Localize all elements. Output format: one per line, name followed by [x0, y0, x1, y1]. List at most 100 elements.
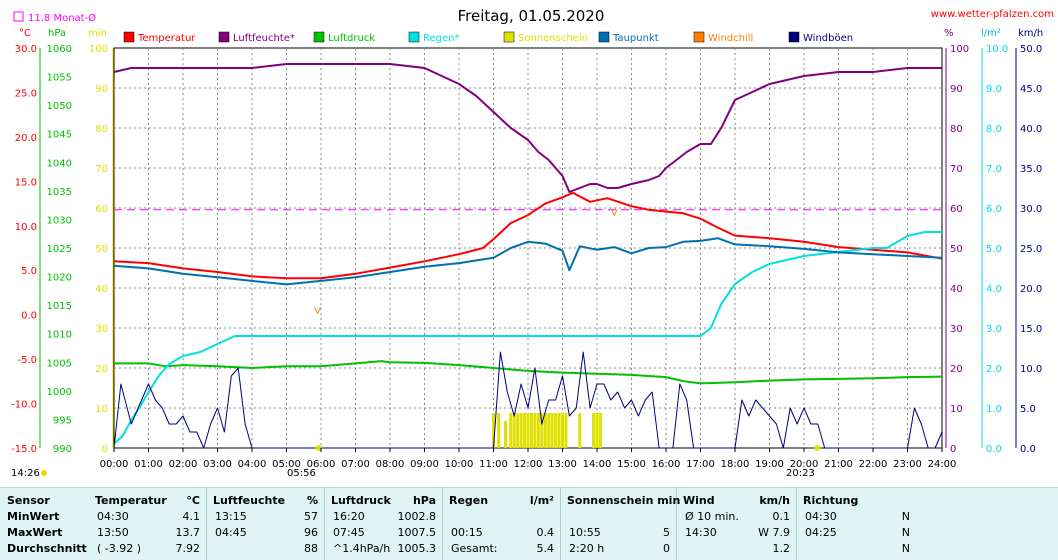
x-tick-label: 10:00: [445, 459, 474, 470]
monthly-avg-icon: [13, 11, 24, 22]
x-tick-label: 15:00: [617, 459, 646, 470]
left-axis-0-tick: 5.0: [21, 266, 37, 277]
series-luftfeuchte: [113, 63, 942, 193]
left-axis-0-tick: 10.0: [15, 222, 37, 233]
group-avg-time: ( -3.92 ): [97, 542, 142, 555]
legend: Temperatur Luftfeuchte* Luftdruck Regen* Son…: [123, 31, 853, 44]
sunset-label: 20:23: [786, 468, 815, 479]
left-axis-0-tick: -5.0: [17, 355, 37, 366]
group-max-value: 1007.5: [397, 526, 437, 539]
plot-area: [113, 47, 943, 451]
right-axis-2-tick: 0.0: [1020, 444, 1036, 455]
x-tick-label: 01:00: [134, 459, 163, 470]
sunshine-bar: [540, 413, 544, 448]
left-axis-0-tick: -15.0: [11, 444, 37, 455]
sunshine-bar: [595, 413, 599, 448]
group-avg-time: ^1.4hPa/h: [333, 542, 391, 555]
right-axis-1-tick: 2.0: [986, 364, 1002, 375]
left-axis-1-tick: 1040: [47, 158, 72, 169]
sunshine-bar: [561, 413, 564, 448]
left-axis-1-tick: 1015: [47, 301, 72, 312]
right-axis-0-tick: 100: [950, 44, 969, 55]
series-regen: [113, 231, 942, 445]
left-axis-2-tick: 20: [95, 364, 108, 375]
row-label: MinWert: [7, 510, 60, 523]
sunset-marker: [814, 445, 821, 451]
group-min-value: 4.1: [182, 510, 201, 523]
right-axis-1-tick: 10.0: [986, 44, 1008, 55]
sunshine-bar: [509, 413, 513, 448]
sunshine-bar: [564, 413, 568, 448]
x-tick-label: 14:00: [583, 459, 612, 470]
daylength-label: 14:26: [11, 468, 40, 479]
left-axis-2-tick: 60: [95, 204, 108, 215]
group-unit: l/m²: [529, 494, 554, 507]
x-tick-label: 23:00: [893, 459, 922, 470]
group-title: Luftfeuchte: [213, 494, 286, 507]
right-axis-0-tick: 90: [950, 84, 963, 95]
left-axis-1-tick: 1035: [47, 187, 72, 198]
group-min-value: 1002.8: [397, 510, 437, 523]
sunshine-bar: [547, 413, 551, 448]
left-axis-1-tick: 1025: [47, 244, 72, 255]
unit-hpa: hPa: [48, 28, 66, 39]
chart-title: Freitag, 01.05.2020: [458, 7, 605, 25]
left-axis-0-tick: -10.0: [11, 400, 37, 411]
legend-label: Windchill: [708, 33, 753, 44]
sunshine-bar: [550, 413, 554, 448]
x-tick-label: 21:00: [824, 459, 853, 470]
left-axis-0-tick: 25.0: [15, 88, 37, 99]
right-axis-1-tick: 4.0: [986, 284, 1002, 295]
legend-label: Windböen: [803, 33, 853, 44]
x-tick-label: 19:00: [755, 459, 784, 470]
x-tick-label: 22:00: [859, 459, 888, 470]
group-max-value: N: [901, 526, 910, 539]
x-tick-label: 08:00: [376, 459, 405, 470]
group-unit: hPa: [412, 494, 436, 507]
left-axis-1-tick: 1030: [47, 215, 72, 226]
weather-chart: Freitag, 01.05.2020 www.wetter-pfalzen.c…: [11, 7, 1054, 479]
right-axis-1-tick: 7.0: [986, 164, 1002, 175]
legend-swatch: [408, 31, 420, 43]
right-axis-1-tick: 0.0: [986, 444, 1002, 455]
table-divider: [324, 488, 325, 560]
group-min-value: 57: [304, 510, 318, 523]
sunshine-bar: [516, 413, 520, 448]
row-label: Sensor: [7, 494, 50, 507]
left-axis-1-tick: 1010: [47, 330, 72, 341]
left-axis-1-tick: 1055: [47, 73, 72, 84]
left-axis-2-tick: 50: [95, 244, 108, 255]
legend-swatch: [598, 31, 610, 43]
legend-label: Sonnenschein: [518, 33, 588, 44]
x-tick-label: 17:00: [686, 459, 715, 470]
row-label: MaxWert: [7, 526, 63, 539]
group-avg-value: 5.4: [536, 542, 555, 555]
right-axis-2-tick: 20.0: [1020, 284, 1042, 295]
row-label: Durchschnitt: [7, 542, 87, 555]
group-title: Luftdruck: [331, 494, 391, 507]
group-max-value: 0.4: [536, 526, 555, 539]
sunshine-bar: [492, 413, 495, 448]
group-title: Temperatur: [95, 494, 167, 507]
site-link[interactable]: www.wetter-pfalzen.com: [931, 9, 1054, 20]
sunrise-label: 05:56: [287, 468, 316, 479]
left-axis-2-tick: 80: [95, 124, 108, 135]
left-axis-1-tick: 1000: [47, 387, 72, 398]
unit-rain: l/m²: [981, 28, 1001, 39]
table-divider: [676, 488, 677, 560]
x-tick-label: 06:00: [307, 459, 336, 470]
left-axis-2-tick: 30: [95, 324, 108, 335]
group-min-time: 04:30: [97, 510, 129, 523]
table-divider: [442, 488, 443, 560]
left-axis-2-tick: 40: [95, 284, 108, 295]
left-axis-1-tick: 1060: [47, 44, 72, 55]
series-temperatur: [113, 191, 943, 280]
group-avg-time: 2:20 h: [569, 542, 605, 555]
unit-temp: °C: [19, 28, 31, 39]
group-max-time: 04:25: [805, 526, 837, 539]
unit-wind: km/h: [1018, 28, 1043, 39]
left-axis-2-tick: 70: [95, 164, 108, 175]
group-title: Wind: [683, 494, 715, 507]
x-tick-label: 18:00: [721, 459, 750, 470]
sunshine-bar: [497, 413, 501, 448]
